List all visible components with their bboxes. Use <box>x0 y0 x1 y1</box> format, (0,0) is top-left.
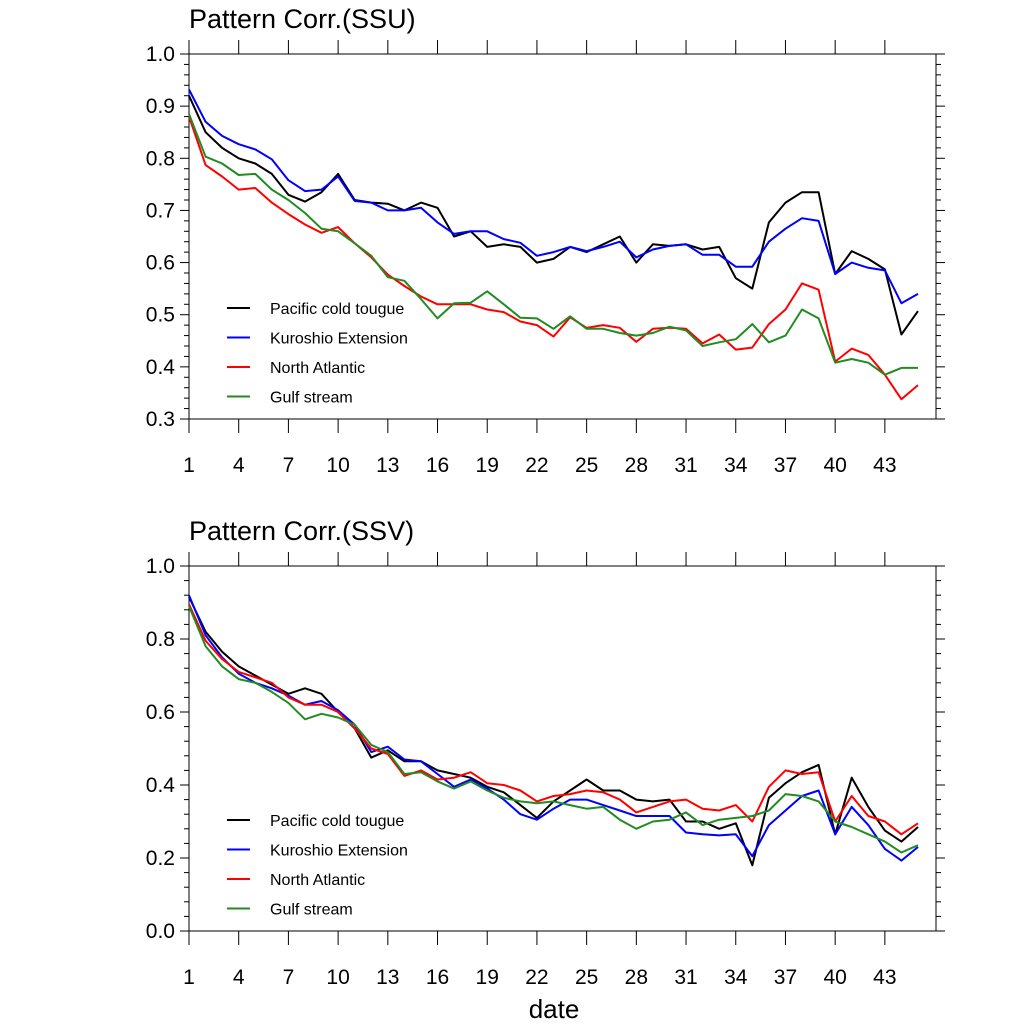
y-tick-label: 0.0 <box>146 920 175 943</box>
plot-frame <box>188 53 937 420</box>
legend-label: Pacific cold tougue <box>270 813 404 830</box>
y-tick-label: 0.3 <box>146 408 175 431</box>
x-tick-label: 28 <box>625 966 648 989</box>
x-tick-label: 7 <box>283 454 295 477</box>
legend-label: North Atlantic <box>270 360 365 377</box>
y-tick-label: 0.4 <box>146 356 176 379</box>
x-tick-label: 16 <box>426 454 449 477</box>
legend-label: Gulf stream <box>270 390 353 407</box>
x-tick-label: 22 <box>525 454 548 477</box>
x-tick-label: 25 <box>575 966 598 989</box>
legend-label: Pacific cold tougue <box>270 301 404 318</box>
y-tick-label: 0.8 <box>146 628 175 651</box>
series-line <box>188 603 919 836</box>
x-tick-label: 34 <box>724 454 748 477</box>
y-tick-label: 0.6 <box>146 701 175 724</box>
legend-label: Gulf stream <box>270 902 353 919</box>
chart-panel-ssu: Pattern Corr.(SSU) 0.3 0.4 0.5 0.6 0.7 0.8 0.9… <box>146 4 945 477</box>
legend-label: Kuroshio Extension <box>270 843 408 860</box>
x-tick-label: 4 <box>233 966 245 989</box>
x-tick-label: 43 <box>873 966 896 989</box>
y-tick-label: 0.4 <box>146 774 176 797</box>
chart-panel-ssv: Pattern Corr.(SSV) date 0.0 0.2 0.4 0.6 0.8 1… <box>146 516 945 1024</box>
x-tick-label: 4 <box>233 454 245 477</box>
y-tick-label: 0.7 <box>146 199 175 222</box>
series-line <box>188 605 919 854</box>
x-tick-label: 28 <box>625 454 648 477</box>
x-tick-label: 22 <box>525 966 548 989</box>
y-tick-label: 0.6 <box>146 252 175 275</box>
chart-title: Pattern Corr.(SSU) <box>189 4 416 34</box>
legend-label: Kuroshio Extension <box>270 331 408 348</box>
x-tick-label: 25 <box>575 454 598 477</box>
x-tick-label: 19 <box>476 966 499 989</box>
y-tick-label: 0.9 <box>146 95 175 118</box>
x-tick-label: 40 <box>823 454 846 477</box>
x-tick-label: 43 <box>873 454 896 477</box>
y-tick-label: 0.2 <box>146 847 175 870</box>
series-line <box>188 89 919 305</box>
x-tick-label: 13 <box>376 454 399 477</box>
x-tick-label: 10 <box>326 966 349 989</box>
x-tick-label: 40 <box>823 966 846 989</box>
x-tick-label: 1 <box>183 966 195 989</box>
x-tick-label: 7 <box>283 966 295 989</box>
x-tick-label: 13 <box>376 966 399 989</box>
y-tick-label: 0.5 <box>146 304 175 327</box>
x-tick-label: 37 <box>774 966 797 989</box>
x-tick-label: 31 <box>674 454 697 477</box>
legend-label: North Atlantic <box>270 872 365 889</box>
x-tick-label: 37 <box>774 454 797 477</box>
series-line <box>188 594 919 862</box>
x-axis-label: date <box>529 994 580 1024</box>
series-line <box>188 95 919 336</box>
x-tick-label: 1 <box>183 454 195 477</box>
series-line <box>188 113 918 376</box>
x-tick-label: 16 <box>426 966 449 989</box>
series-line <box>188 116 919 401</box>
x-tick-label: 31 <box>674 966 697 989</box>
chart-title: Pattern Corr.(SSV) <box>189 516 414 546</box>
x-tick-label: 10 <box>326 454 349 477</box>
plot-frame <box>188 565 937 932</box>
x-tick-label: 34 <box>724 966 748 989</box>
x-tick-label: 19 <box>476 454 499 477</box>
y-tick-label: 1.0 <box>146 43 175 66</box>
y-tick-label: 0.8 <box>146 147 175 170</box>
y-tick-label: 1.0 <box>146 555 175 578</box>
